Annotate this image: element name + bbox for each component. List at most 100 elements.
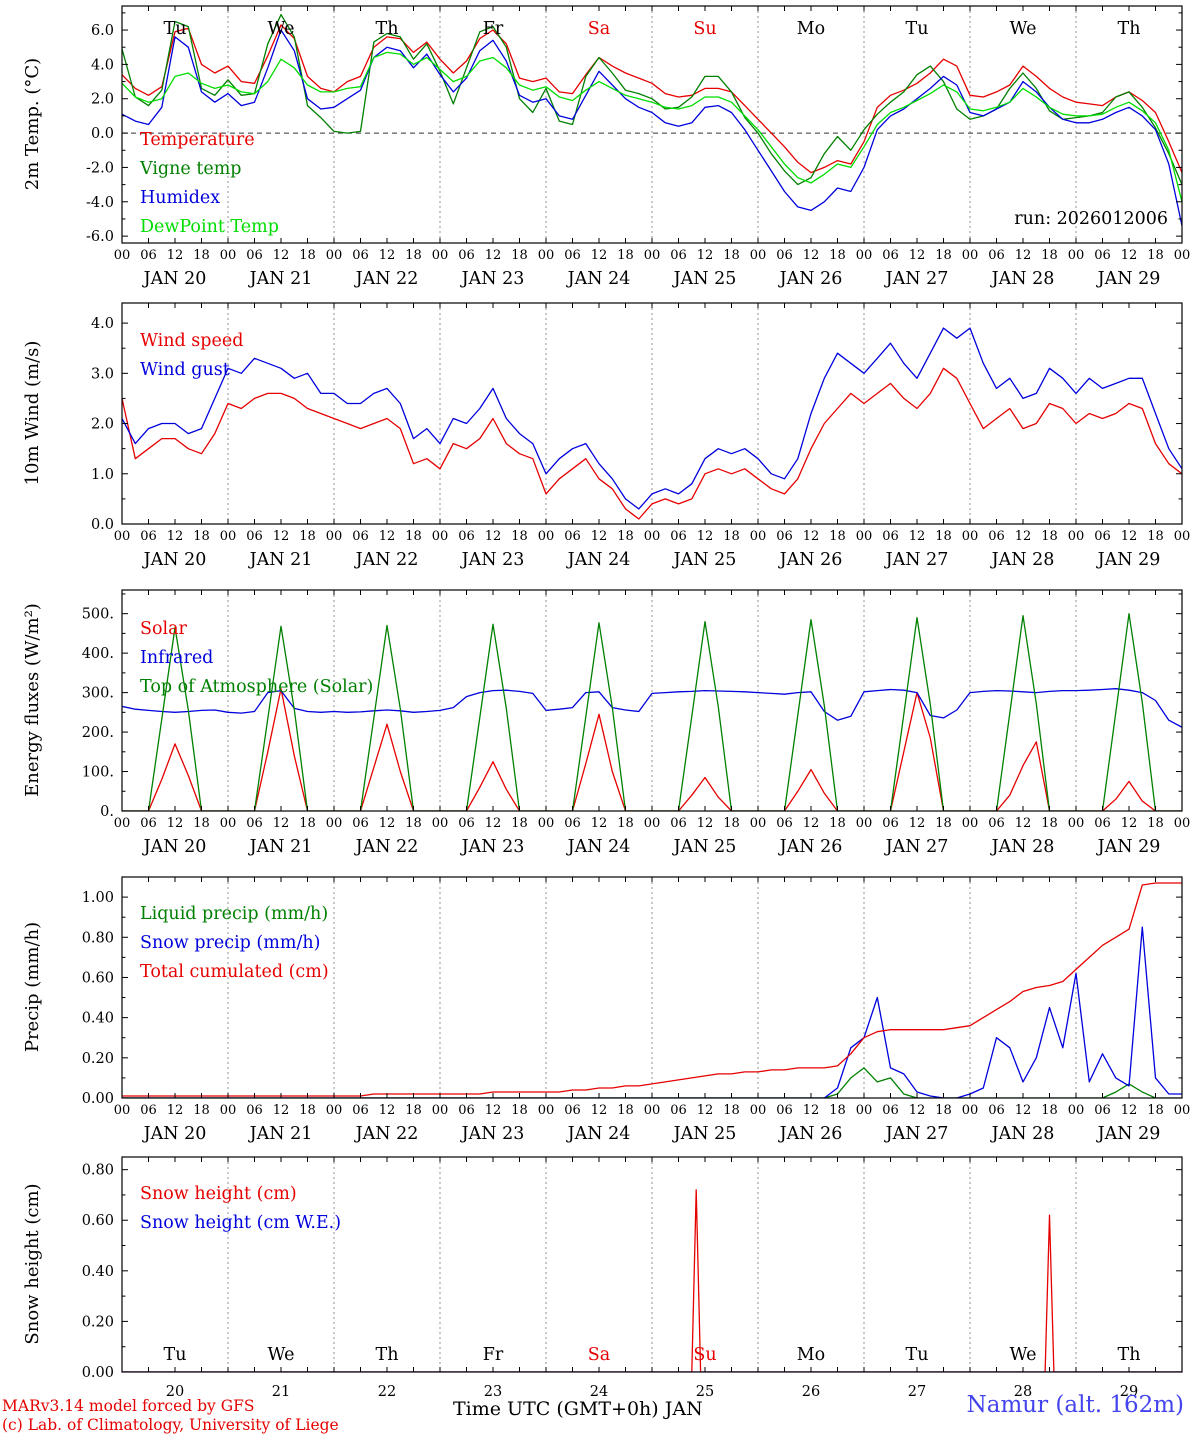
- series-dewpoint-temp: [122, 51, 1182, 202]
- svg-text:0.80: 0.80: [82, 1163, 114, 1179]
- weekday-label: Sa: [588, 1345, 610, 1365]
- svg-text:18: 18: [299, 248, 316, 263]
- weekday-label: Mo: [797, 1345, 825, 1365]
- day-label: JAN 26: [778, 1124, 843, 1144]
- day-label: JAN 21: [248, 269, 313, 289]
- legend-toa-solar: Top of Atmosphere (Solar): [140, 677, 374, 697]
- svg-text:00: 00: [856, 816, 873, 831]
- svg-text:12: 12: [273, 1103, 290, 1118]
- svg-text:00: 00: [538, 248, 555, 263]
- svg-text:00: 00: [220, 816, 237, 831]
- svg-text:00: 00: [538, 1103, 555, 1118]
- svg-text:12: 12: [1015, 1103, 1032, 1118]
- svg-text:12: 12: [697, 1103, 714, 1118]
- station-name-label: Namur (alt. 162m): [966, 1392, 1184, 1418]
- day-label: JAN 25: [672, 550, 737, 570]
- svg-text:00: 00: [114, 816, 131, 831]
- svg-text:-4.0: -4.0: [86, 195, 114, 211]
- svg-text:06: 06: [352, 1103, 369, 1118]
- svg-text:18: 18: [405, 529, 422, 544]
- precip-legend: Liquid precip (mm/h) Snow precip (mm/h) …: [140, 900, 329, 987]
- svg-text:00: 00: [644, 529, 661, 544]
- svg-text:18: 18: [935, 529, 952, 544]
- svg-text:00: 00: [432, 529, 449, 544]
- svg-text:06: 06: [352, 816, 369, 831]
- svg-text:12: 12: [485, 529, 502, 544]
- svg-text:12: 12: [909, 816, 926, 831]
- svg-text:12: 12: [379, 1103, 396, 1118]
- day-label: JAN 29: [1096, 269, 1161, 289]
- svg-text:12: 12: [379, 816, 396, 831]
- svg-text:00: 00: [750, 248, 767, 263]
- svg-text:6.0: 6.0: [91, 23, 114, 39]
- weekday-label: Tu: [906, 1345, 929, 1365]
- svg-text:06: 06: [564, 816, 581, 831]
- svg-text:18: 18: [935, 1103, 952, 1118]
- day-label: JAN 20: [142, 1124, 207, 1144]
- svg-text:12: 12: [803, 1103, 820, 1118]
- day-number-label: 20: [166, 1384, 184, 1400]
- svg-text:18: 18: [1041, 1103, 1058, 1118]
- day-number-label: 23: [484, 1384, 502, 1400]
- svg-text:12: 12: [273, 529, 290, 544]
- svg-text:18: 18: [723, 248, 740, 263]
- day-number-label: 22: [378, 1384, 396, 1400]
- svg-text:12: 12: [909, 248, 926, 263]
- svg-text:18: 18: [193, 248, 210, 263]
- weekday-label: Fr: [483, 1345, 504, 1365]
- legend-snow-height: Snow height (cm): [140, 1184, 297, 1204]
- svg-text:06: 06: [458, 248, 475, 263]
- day-label: JAN 21: [248, 550, 313, 570]
- svg-text:100.: 100.: [82, 765, 114, 781]
- svg-text:0.80: 0.80: [82, 930, 114, 946]
- svg-text:12: 12: [909, 1103, 926, 1118]
- svg-text:12: 12: [273, 248, 290, 263]
- day-label: JAN 20: [142, 550, 207, 570]
- svg-text:18: 18: [617, 1103, 634, 1118]
- day-label: JAN 24: [566, 1124, 631, 1144]
- day-number-label: 29: [1120, 1384, 1138, 1400]
- legend-liquid-precip: Liquid precip (mm/h): [140, 904, 329, 924]
- svg-text:18: 18: [935, 248, 952, 263]
- wind-chart: 00 06 12 18 00 06 12 18 00 06 12 18 00 06 12 18 00 06 12 18…: [91, 302, 1190, 570]
- svg-text:00: 00: [1174, 248, 1191, 263]
- svg-text:00: 00: [432, 1103, 449, 1118]
- day-number-label: 27: [908, 1384, 926, 1400]
- svg-text:00: 00: [856, 248, 873, 263]
- svg-text:06: 06: [988, 816, 1005, 831]
- legend-humidex: Humidex: [140, 188, 221, 208]
- day-label: JAN 26: [778, 550, 843, 570]
- day-label: JAN 26: [778, 269, 843, 289]
- weekday-label: Th: [1118, 1345, 1141, 1365]
- svg-text:00: 00: [750, 1103, 767, 1118]
- day-label: JAN 24: [566, 837, 631, 857]
- svg-text:0.40: 0.40: [82, 1011, 114, 1027]
- svg-text:18: 18: [829, 1103, 846, 1118]
- svg-text:-2.0: -2.0: [86, 160, 114, 176]
- legend-temperature: Temperature: [140, 130, 255, 150]
- legend-dewpoint: DewPoint Temp: [140, 217, 279, 237]
- precipitation-chart: 00 06 12 18 00 06 12 18 00 06 12 18 00 06 12 18 00 06 12 18…: [82, 876, 1190, 1144]
- svg-text:12: 12: [485, 816, 502, 831]
- day-number-label: 21: [272, 1384, 290, 1400]
- svg-text:12: 12: [1015, 248, 1032, 263]
- day-label: JAN 22: [354, 837, 419, 857]
- svg-text:00: 00: [750, 529, 767, 544]
- svg-text:18: 18: [935, 816, 952, 831]
- svg-text:18: 18: [193, 1103, 210, 1118]
- svg-text:00: 00: [326, 1103, 343, 1118]
- svg-text:06: 06: [246, 1103, 263, 1118]
- day-label: JAN 20: [142, 837, 207, 857]
- day-label: JAN 22: [354, 550, 419, 570]
- run-label: run: 2026012006: [1014, 209, 1168, 229]
- svg-text:00: 00: [1068, 816, 1085, 831]
- day-label: JAN 27: [884, 837, 949, 857]
- svg-text:18: 18: [405, 1103, 422, 1118]
- svg-text:12: 12: [485, 248, 502, 263]
- svg-text:4.0: 4.0: [91, 57, 114, 73]
- svg-text:12: 12: [1121, 816, 1138, 831]
- series-top-of-atmosphere-solar-: [122, 613, 1182, 811]
- svg-text:00: 00: [220, 248, 237, 263]
- svg-text:00: 00: [220, 1103, 237, 1118]
